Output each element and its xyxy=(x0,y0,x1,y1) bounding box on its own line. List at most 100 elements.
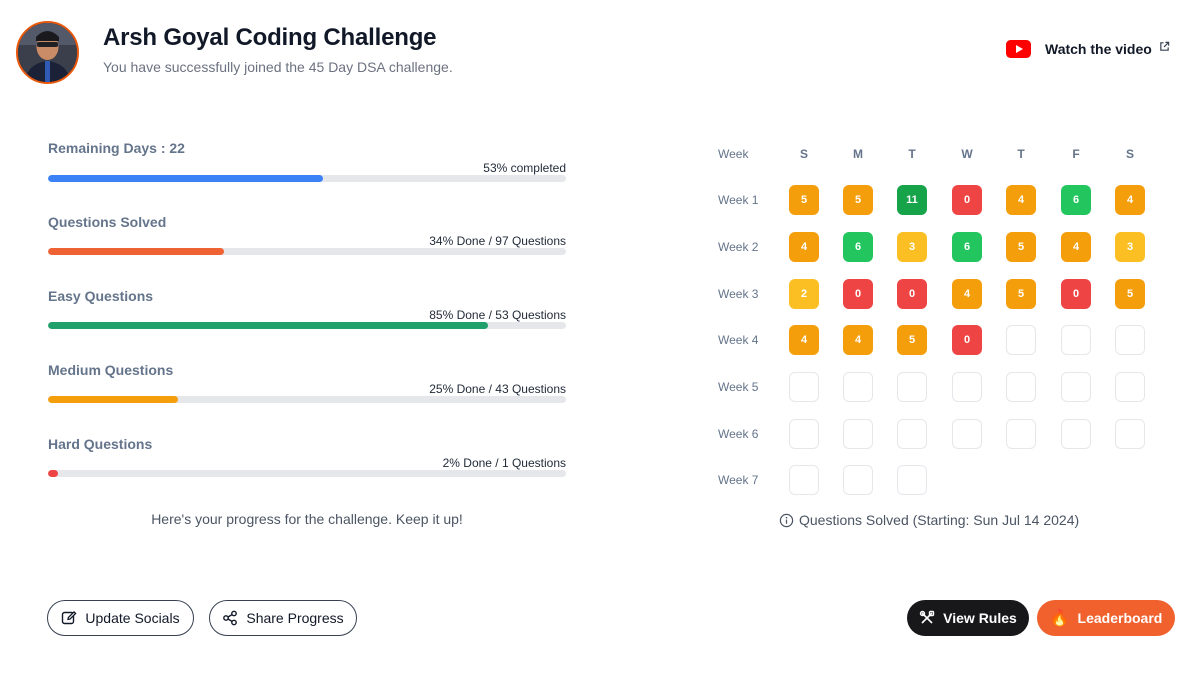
share-progress-label: Share Progress xyxy=(246,610,344,626)
progress-status: 25% Done / 43 Questions xyxy=(429,382,566,396)
progress-status: 2% Done / 1 Questions xyxy=(442,456,566,470)
calendar-day-cell: 11 xyxy=(897,185,927,215)
progress-label: Medium Questions xyxy=(48,362,174,378)
calendar-day-cell: 3 xyxy=(897,232,927,262)
calendar-note: Questions Solved (Starting: Sun Jul 14 2… xyxy=(779,512,1079,528)
calendar-day-cell: 5 xyxy=(1006,232,1036,262)
remaining-days-progress: Remaining Days : 22 53% completed xyxy=(48,140,566,184)
leaderboard-button[interactable]: 🔥 Leaderboard xyxy=(1037,600,1175,636)
progress-track xyxy=(48,248,566,255)
calendar-day-cell: 6 xyxy=(1061,185,1091,215)
view-rules-button[interactable]: View Rules xyxy=(907,600,1029,636)
page-subtitle: You have successfully joined the 45 Day … xyxy=(103,59,453,75)
progress-label: Hard Questions xyxy=(48,436,153,452)
calendar-day-cell xyxy=(843,419,873,449)
calendar-day-cell: 5 xyxy=(1006,279,1036,309)
calendar-day-cell: 0 xyxy=(897,279,927,309)
progress-status: 34% Done / 97 Questions xyxy=(429,234,566,248)
calendar-week-label: Week 2 xyxy=(718,240,759,254)
calendar-day-cell: 4 xyxy=(1115,185,1145,215)
progress-label: Easy Questions xyxy=(48,288,154,304)
medium-questions-progress: Medium Questions 25% Done / 43 Questions xyxy=(48,362,566,406)
calendar-day-cell: 5 xyxy=(843,185,873,215)
calendar-day-cell: 0 xyxy=(843,279,873,309)
page-title: Arsh Goyal Coding Challenge xyxy=(103,24,437,51)
progress-fill xyxy=(48,248,225,255)
external-link-icon xyxy=(1160,41,1170,51)
share-progress-button[interactable]: Share Progress xyxy=(209,600,357,636)
calendar-day-header: T xyxy=(908,147,916,161)
info-icon xyxy=(779,513,794,527)
calendar-day-cell xyxy=(1115,372,1145,402)
calendar-day-cell xyxy=(789,372,819,402)
calendar-day-cell: 0 xyxy=(952,325,982,355)
calendar-day-cell: 4 xyxy=(1006,185,1036,215)
calendar-day-cell: 5 xyxy=(1115,279,1145,309)
calendar-day-header: M xyxy=(853,147,863,161)
fire-icon: 🔥 xyxy=(1049,610,1070,627)
calendar-day-cell xyxy=(1061,325,1091,355)
calendar-day-cell: 4 xyxy=(789,325,819,355)
calendar-day-cell xyxy=(897,465,927,495)
leaderboard-label: Leaderboard xyxy=(1077,610,1163,626)
calendar-day-header: S xyxy=(1125,147,1134,161)
calendar-day-cell xyxy=(789,419,819,449)
calendar-day-header: W xyxy=(961,147,973,161)
calendar-day-cell xyxy=(952,419,982,449)
calendar-day-cell: 6 xyxy=(843,232,873,262)
calendar-day-cell: 5 xyxy=(789,185,819,215)
calendar-day-cell xyxy=(843,372,873,402)
calendar-week-label: Week 7 xyxy=(718,473,759,487)
questions-solved-progress: Questions Solved 34% Done / 97 Questions xyxy=(48,214,566,258)
completed-text: 53% completed xyxy=(483,161,566,175)
calendar-week-label: Week 5 xyxy=(718,380,759,394)
calendar-day-cell xyxy=(1061,372,1091,402)
calendar-day-cell: 0 xyxy=(952,185,982,215)
share-icon xyxy=(223,610,238,626)
calendar-day-header: T xyxy=(1017,147,1025,161)
calendar-week-label: Week 6 xyxy=(718,427,759,441)
calendar-day-cell: 4 xyxy=(1061,232,1091,262)
calendar-day-cell xyxy=(1006,325,1036,355)
calendar-day-cell xyxy=(1115,325,1145,355)
calendar-day-cell: 3 xyxy=(1115,232,1145,262)
progress-track xyxy=(48,322,566,329)
progress-label: Questions Solved xyxy=(48,214,167,230)
calendar-week-label: Week 3 xyxy=(718,287,759,301)
calendar-day-header: F xyxy=(1072,147,1080,161)
progress-fill xyxy=(48,322,489,329)
progress-track xyxy=(48,470,566,477)
easy-questions-progress: Easy Questions 85% Done / 53 Questions xyxy=(48,288,566,332)
calendar-day-cell: 2 xyxy=(789,279,819,309)
encouragement-text: Here's your progress for the challenge. … xyxy=(151,511,463,527)
progress-track xyxy=(48,175,566,182)
calendar-week-label: Week 1 xyxy=(718,193,759,207)
calendar-day-header: S xyxy=(799,147,808,161)
watch-video-label: Watch the video xyxy=(1045,41,1152,57)
calendar-day-cell xyxy=(1006,419,1036,449)
youtube-icon xyxy=(1006,40,1031,58)
calendar-day-cell: 4 xyxy=(952,279,982,309)
calendar-day-cell xyxy=(789,465,819,495)
calendar-day-cell: 0 xyxy=(1061,279,1091,309)
tools-icon xyxy=(919,610,935,624)
hard-questions-progress: Hard Questions 2% Done / 1 Questions xyxy=(48,436,566,480)
progress-track xyxy=(48,396,566,403)
calendar-day-cell xyxy=(1115,419,1145,449)
calendar-week-header: Week xyxy=(718,147,749,161)
progress-fill xyxy=(48,470,59,477)
view-rules-label: View Rules xyxy=(943,610,1017,626)
update-socials-button[interactable]: Update Socials xyxy=(47,600,194,636)
calendar-day-cell: 4 xyxy=(843,325,873,355)
calendar-day-cell: 4 xyxy=(789,232,819,262)
progress-fill xyxy=(48,396,178,403)
calendar-day-cell xyxy=(897,419,927,449)
remaining-days-label: Remaining Days : 22 xyxy=(48,140,185,156)
calendar-day-cell xyxy=(1061,419,1091,449)
calendar-day-cell xyxy=(843,465,873,495)
calendar-day-cell xyxy=(897,372,927,402)
calendar-note-text: Questions Solved (Starting: Sun Jul 14 2… xyxy=(799,512,1080,528)
progress-status: 85% Done / 53 Questions xyxy=(429,308,566,322)
calendar-day-cell xyxy=(952,372,982,402)
watch-video-link[interactable]: Watch the video xyxy=(1006,40,1170,58)
